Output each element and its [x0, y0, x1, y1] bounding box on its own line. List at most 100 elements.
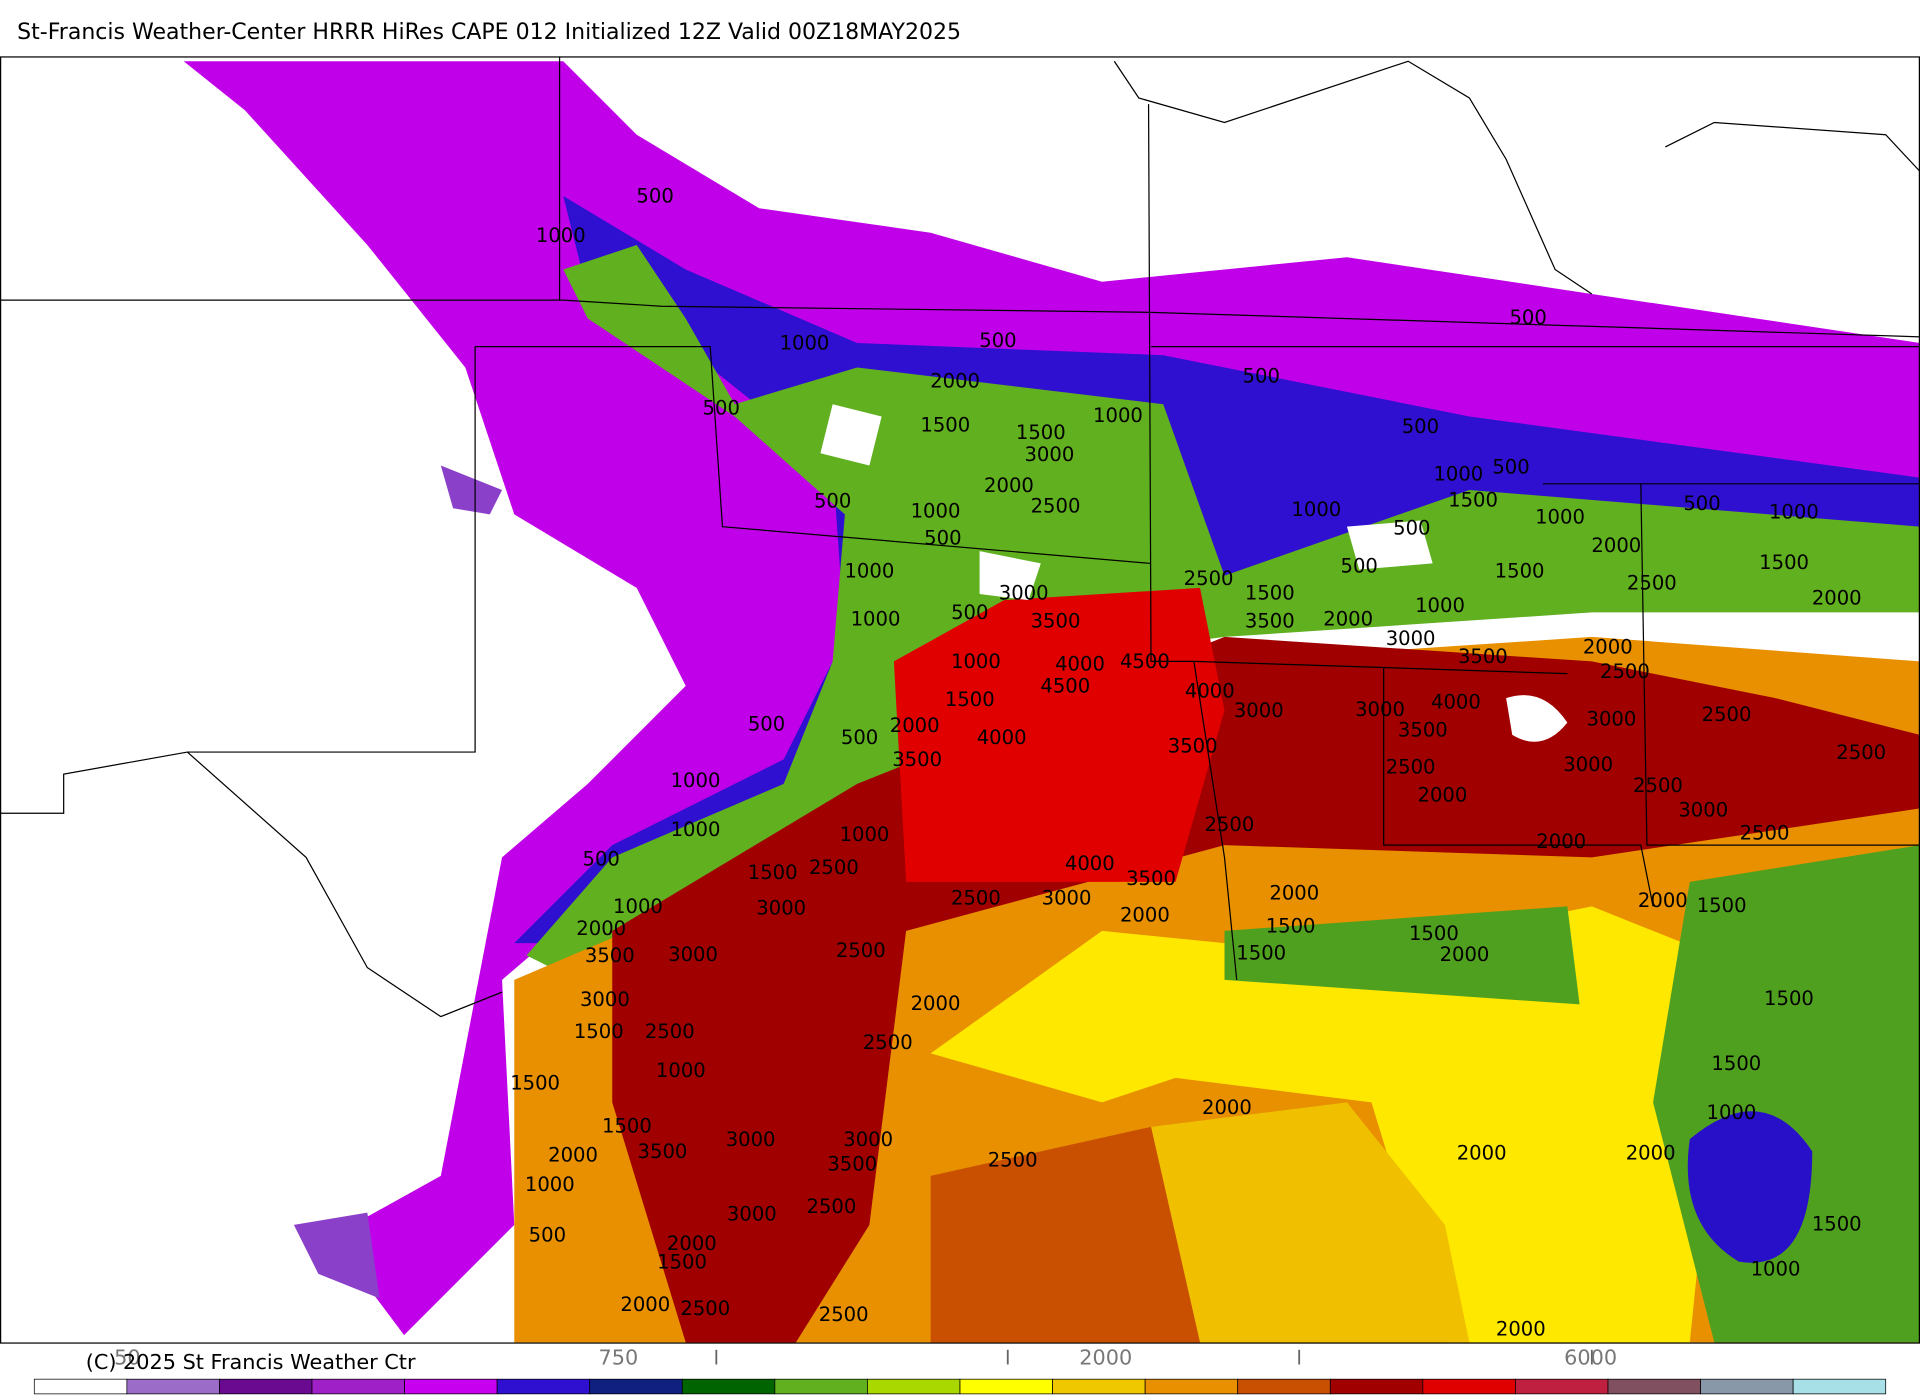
contour-label: 1000 — [671, 769, 721, 792]
contour-label: 2000 — [548, 1144, 598, 1167]
colorbar-swatch — [1052, 1378, 1146, 1395]
contour-label: 1000 — [844, 560, 894, 583]
contour-label: 1000 — [525, 1173, 575, 1196]
contour-label: 2000 — [1120, 904, 1170, 927]
contour-label: 1000 — [1751, 1258, 1801, 1281]
contour-label: 1500 — [1812, 1212, 1862, 1235]
contour-label: 3500 — [892, 748, 942, 771]
contour-label: 2000 — [890, 714, 940, 737]
colorbar-swatch — [867, 1378, 961, 1395]
contour-label: 3000 — [1234, 699, 1284, 722]
colorbar-swatch — [1237, 1378, 1331, 1395]
contour-label: 2500 — [951, 887, 1001, 910]
map-title: St-Francis Weather-Center HRRR HiRes CAP… — [17, 20, 961, 45]
contour-label: 3000 — [1024, 443, 1074, 466]
contour-label: 500 — [1509, 306, 1546, 329]
contour-label: 3000 — [1563, 753, 1613, 776]
contour-label: 1500 — [1409, 922, 1459, 945]
colorbar-swatch — [959, 1378, 1053, 1395]
colorbar-swatch — [1607, 1378, 1701, 1395]
contour-label: 2000 — [620, 1293, 670, 1316]
contour-label: 3000 — [999, 582, 1049, 605]
colorbar-swatch — [1515, 1378, 1609, 1395]
contour-label: 2000 — [576, 917, 626, 940]
contour-label: 3500 — [1126, 867, 1176, 890]
contour-label: 1500 — [1236, 942, 1286, 965]
contour-label: 1500 — [1697, 894, 1747, 917]
contour-label: 1000 — [1769, 501, 1819, 524]
contour-label: 2000 — [667, 1232, 717, 1255]
contour-label: 1500 — [1495, 560, 1545, 583]
colorbar-swatch — [404, 1378, 498, 1395]
contour-label: 3000 — [756, 896, 806, 919]
contour-label: 500 — [1402, 415, 1439, 438]
contour-label: 3500 — [827, 1152, 877, 1175]
contour-label: 2500 — [1204, 813, 1254, 836]
contour-label: 3500 — [585, 944, 635, 967]
contour-label: 500 — [1492, 455, 1529, 478]
contour-label: 1000 — [951, 650, 1001, 673]
contour-label: 2000 — [930, 370, 980, 393]
contour-label: 2500 — [988, 1149, 1038, 1172]
contour-label: 2000 — [1591, 534, 1641, 557]
contour-label: 500 — [924, 526, 961, 549]
contour-label: 2500 — [863, 1031, 913, 1054]
contour-label: 2500 — [645, 1020, 695, 1043]
contour-label: 1500 — [1266, 915, 1316, 938]
contour-label: 1000 — [536, 224, 586, 247]
contour-label: 3500 — [638, 1140, 688, 1163]
contour-label: 3000 — [668, 943, 718, 966]
contour-label: 3000 — [1587, 708, 1637, 731]
contour-label: 4500 — [1040, 675, 1090, 698]
colorbar-swatch — [126, 1378, 220, 1395]
colorbar-swatch — [774, 1378, 868, 1395]
contour-label: 1500 — [1448, 488, 1498, 511]
boundaries — [0, 56, 1920, 1018]
contour-label: 1500 — [1245, 582, 1295, 605]
colorbar-swatch — [311, 1378, 405, 1395]
contour-label: 1500 — [1764, 987, 1814, 1010]
contour-label: 2000 — [1536, 830, 1586, 853]
contour-label: 2000 — [984, 474, 1034, 497]
colorbar-swatch — [1144, 1378, 1239, 1395]
contour-label: 1500 — [1711, 1052, 1761, 1075]
contour-label: 3500 — [1458, 645, 1508, 668]
contour-label: 2500 — [1633, 774, 1683, 797]
contour-label: 2000 — [1323, 607, 1373, 630]
contour-label: 2500 — [1740, 822, 1790, 845]
contour-label: 1500 — [920, 414, 970, 437]
contour-label: 2000 — [1440, 943, 1490, 966]
contour-label: 500 — [583, 847, 620, 870]
contour-label: 2500 — [1184, 567, 1234, 590]
contour-label: 1500 — [945, 688, 995, 711]
contour-label: 2000 — [1202, 1096, 1252, 1119]
contour-label: 500 — [1243, 365, 1280, 388]
contour-label: 3500 — [1031, 610, 1081, 633]
colorbar-label: 750 — [599, 1345, 639, 1369]
contour-label: 3500 — [1168, 735, 1218, 758]
contour-label: 4000 — [1065, 852, 1115, 875]
contour-label: 500 — [841, 726, 878, 749]
contour-label: 500 — [1683, 492, 1720, 515]
contour-label: 4000 — [1055, 653, 1105, 676]
contour-label: 1000 — [840, 823, 890, 846]
contour-label: 2500 — [1627, 572, 1677, 595]
contour-label: 2000 — [1496, 1318, 1546, 1341]
contour-label: 2000 — [1638, 889, 1688, 912]
colorbar-swatch — [1792, 1378, 1887, 1395]
contour-label: 2500 — [809, 856, 859, 879]
contour-label: 4000 — [977, 726, 1027, 749]
contour-label: 1000 — [1433, 463, 1483, 486]
map-frame — [0, 56, 1920, 1344]
contour-label: 1000 — [1707, 1101, 1757, 1124]
contour-label: 3500 — [1245, 610, 1295, 633]
contour-label: 500 — [1340, 555, 1377, 578]
contour-label: 1500 — [1016, 421, 1066, 444]
colorbar-swatch — [219, 1378, 313, 1395]
contour-label: 2500 — [1600, 660, 1650, 683]
contour-label: 2500 — [1031, 495, 1081, 518]
colorbar-label: 2000 — [1079, 1345, 1132, 1369]
colorbar-swatch — [1422, 1378, 1516, 1395]
